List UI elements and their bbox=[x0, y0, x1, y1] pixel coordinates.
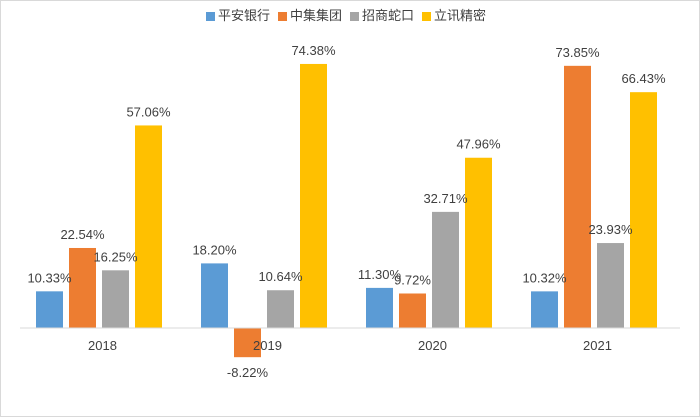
data-label-2020-s4: 47.96% bbox=[456, 137, 501, 152]
legend-swatch-4 bbox=[422, 12, 431, 21]
legend-label-4: 立讯精密 bbox=[434, 8, 486, 23]
data-labels: 10.33% 22.54% 16.25% 57.06% 18.20% -8.22% 10.6… bbox=[27, 43, 666, 380]
bar-2021-s2 bbox=[564, 65, 591, 329]
data-label-2021-s1: 10.32% bbox=[522, 270, 567, 285]
data-label-2020-s3: 32.71% bbox=[423, 191, 468, 206]
data-label-2018-s4: 57.06% bbox=[126, 104, 171, 119]
bar-2018-s1 bbox=[36, 291, 63, 328]
legend: 平安银行 中集集团 招商蛇口 立讯精密 bbox=[206, 8, 486, 23]
x-tick-label-2021: 2021 bbox=[583, 338, 612, 353]
bar-2019-s2 bbox=[234, 328, 261, 358]
bar-2021-s4 bbox=[630, 92, 657, 329]
bar-2018-s3 bbox=[102, 270, 129, 328]
legend-swatch-1 bbox=[206, 12, 215, 21]
data-label-2020-s2: 9.72% bbox=[394, 272, 431, 287]
x-tick-label-2019: 2019 bbox=[253, 338, 282, 353]
bar-2018-s4 bbox=[135, 125, 162, 328]
data-label-2018-s2: 22.54% bbox=[60, 227, 105, 242]
data-label-2019-s2: -8.22% bbox=[227, 365, 269, 380]
legend-label-1: 平安银行 bbox=[218, 8, 270, 23]
legend-label-3: 招商蛇口 bbox=[362, 8, 414, 23]
bar-2021-s1 bbox=[531, 291, 558, 328]
bar-2020-s2 bbox=[399, 293, 426, 328]
data-label-2021-s2: 73.85% bbox=[555, 45, 600, 60]
x-tick-label-2018: 2018 bbox=[88, 338, 117, 353]
bar-2020-s1 bbox=[366, 287, 393, 328]
legend-swatch-2 bbox=[278, 12, 287, 21]
x-tick-label-2020: 2020 bbox=[418, 338, 447, 353]
data-label-2018-s1: 10.33% bbox=[27, 270, 72, 285]
bar-2018-s2 bbox=[69, 247, 96, 328]
x-tick-labels: 2018 2019 2020 2021 bbox=[88, 338, 612, 353]
bar-2020-s3 bbox=[432, 211, 459, 328]
bar-2019-s3 bbox=[267, 290, 294, 328]
legend-swatch-3 bbox=[350, 12, 359, 21]
bars bbox=[36, 63, 657, 358]
data-label-2019-s1: 18.20% bbox=[192, 242, 237, 257]
bar-2020-s4 bbox=[465, 157, 492, 328]
legend-label-2: 中集集团 bbox=[290, 8, 342, 23]
data-label-2020-s1: 11.30% bbox=[358, 267, 402, 282]
bar-2021-s3 bbox=[597, 243, 624, 328]
data-label-2019-s3: 10.64% bbox=[258, 269, 303, 284]
data-label-2021-s4: 66.43% bbox=[621, 71, 666, 86]
bar-2019-s1 bbox=[201, 263, 228, 328]
data-label-2021-s3: 23.93% bbox=[588, 222, 633, 237]
data-label-2018-s3: 16.25% bbox=[93, 249, 138, 264]
bar-2019-s4 bbox=[300, 63, 327, 329]
data-label-2019-s4: 74.38% bbox=[291, 43, 336, 58]
